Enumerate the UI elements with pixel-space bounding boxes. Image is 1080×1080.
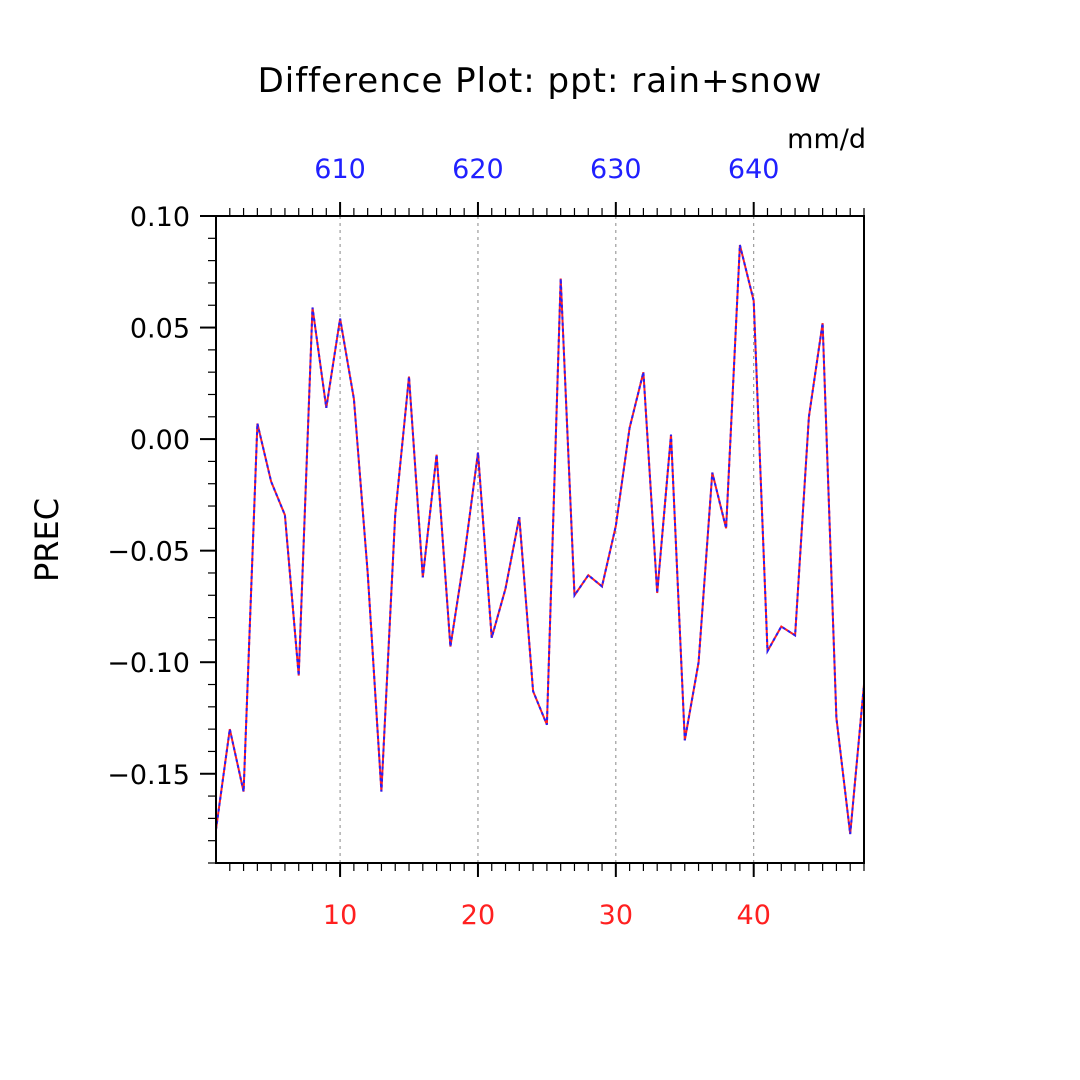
chart-title: Difference Plot: ppt: rain+snow xyxy=(258,61,823,101)
y-tick-label: 0.00 xyxy=(130,425,190,456)
x-bottom-tick-label: 30 xyxy=(599,900,633,931)
x-top-tick-label: 620 xyxy=(452,154,504,185)
x-bottom-tick-label: 10 xyxy=(323,900,357,931)
axes-layer xyxy=(200,202,865,877)
units-label: mm/d xyxy=(787,124,866,155)
y-tick-label: 0.10 xyxy=(130,202,190,233)
y-tick-label: −0.05 xyxy=(107,537,190,568)
x-top-tick-label: 610 xyxy=(314,154,366,185)
x-bottom-tick-label: 20 xyxy=(461,900,495,931)
x-bottom-tick-label: 40 xyxy=(737,900,771,931)
series-layer xyxy=(215,244,865,835)
grid-layer xyxy=(339,216,755,863)
labels-layer: 0.10 0.05 0.00 −0.05 −0.10 −0.15 10 20 30 40 610 62… xyxy=(107,154,779,931)
plot-frame xyxy=(215,215,865,864)
series-line-red xyxy=(215,244,865,835)
y-tick-label: −0.15 xyxy=(107,760,190,791)
series-line-blue xyxy=(215,244,865,835)
x-top-tick-label: 640 xyxy=(728,154,780,185)
y-tick-label: 0.05 xyxy=(130,314,190,345)
y-axis-label: PREC xyxy=(28,498,66,582)
y-tick-label: −0.10 xyxy=(107,648,190,679)
x-top-tick-label: 630 xyxy=(590,154,642,185)
